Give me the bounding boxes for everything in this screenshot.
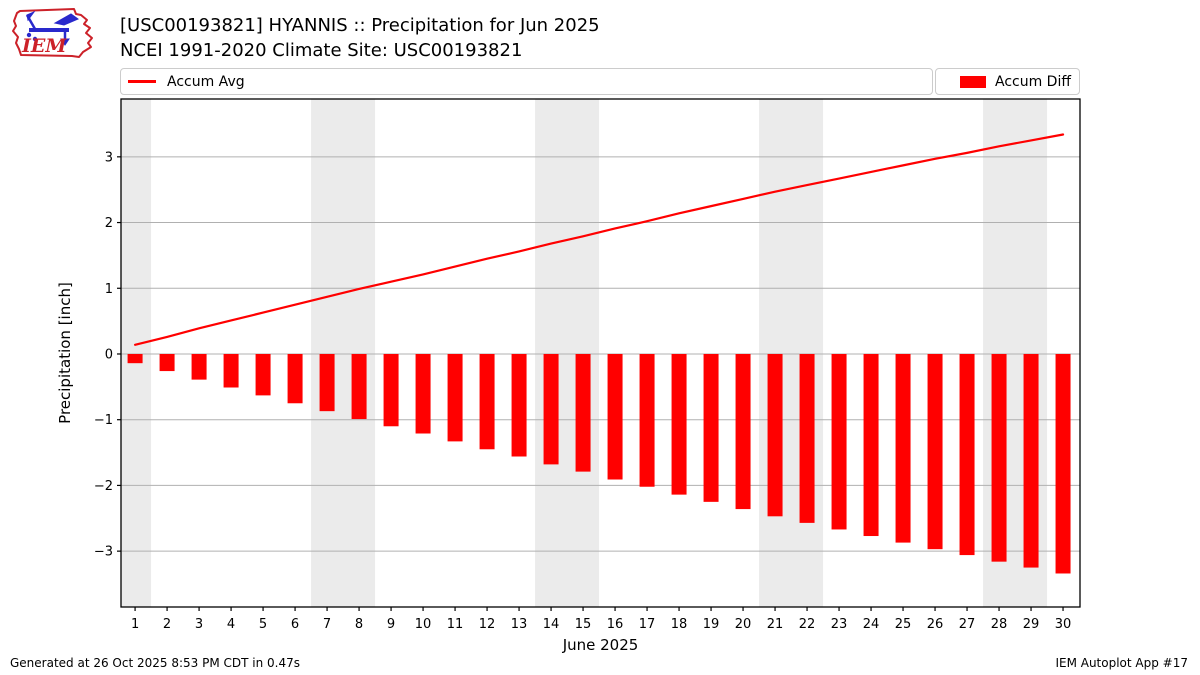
chart-subtitle: NCEI 1991-2020 Climate Site: USC00193821 (120, 40, 523, 61)
accum-diff-bar (607, 353, 623, 480)
x-axis-label: June 2025 (562, 636, 639, 654)
x-tick-label: 7 (323, 617, 331, 632)
accum-avg-line-swatch (128, 80, 156, 83)
x-tick-label: 12 (479, 617, 496, 632)
weekend-band (759, 99, 824, 607)
x-tick-label: 16 (607, 617, 624, 632)
x-tick-label: 13 (511, 617, 528, 632)
accum-diff-bar (799, 353, 815, 523)
accum-diff-bar (991, 353, 1007, 562)
accum-diff-bar (767, 353, 783, 517)
x-tick-label: 21 (767, 617, 784, 632)
accum-diff-bar (1055, 353, 1071, 574)
x-tick-label: 5 (259, 617, 267, 632)
accum-diff-bar (895, 353, 911, 543)
accum-avg-legend-label: Accum Avg (167, 73, 245, 90)
x-tick-label: 10 (415, 617, 432, 632)
y-tick-label: −1 (94, 413, 113, 428)
y-tick-label: 3 (105, 150, 113, 165)
chart-title-block: [USC00193821] HYANNIS :: Precipitation f… (120, 13, 600, 63)
x-tick-label: 28 (991, 617, 1008, 632)
x-tick-label: 4 (227, 617, 235, 632)
accum-diff-bar (639, 353, 655, 487)
x-tick-label: 18 (671, 617, 688, 632)
x-tick-label: 8 (355, 617, 363, 632)
x-tick-label: 27 (959, 617, 976, 632)
accum-diff-bar (191, 353, 207, 380)
accum-diff-bar (383, 353, 399, 427)
accum-diff-bar (255, 353, 271, 396)
x-tick-label: 22 (799, 617, 816, 632)
chart-title: [USC00193821] HYANNIS :: Precipitation f… (120, 15, 600, 36)
accum-diff-bar (703, 353, 719, 502)
x-tick-label: 2 (163, 617, 171, 632)
accum-diff-bar (543, 353, 559, 465)
accum-diff-bar (671, 353, 687, 495)
x-tick-label: 25 (895, 617, 912, 632)
plot-border (120, 98, 1081, 608)
x-tick-label: 19 (703, 617, 720, 632)
accum-diff-bar (575, 353, 591, 472)
accum-diff-bar (415, 353, 431, 434)
accum-diff-bar (127, 353, 143, 364)
x-tick-label: 29 (1023, 617, 1040, 632)
x-tick-label: 9 (387, 617, 395, 632)
x-tick-label: 30 (1055, 617, 1072, 632)
legend-accum-avg: Accum Avg (120, 68, 933, 95)
accum-diff-bar (959, 353, 975, 556)
accum-avg-line (133, 133, 1065, 346)
y-tick-label: −2 (94, 479, 113, 494)
accum-diff-bar (351, 353, 367, 420)
y-tick-label: 1 (105, 282, 113, 297)
x-tick-label: 26 (927, 617, 944, 632)
x-tick-label: 20 (735, 617, 752, 632)
accum-diff-bar-swatch (960, 75, 986, 88)
accum-diff-bar (159, 353, 175, 372)
accum-diff-bar (863, 353, 879, 537)
x-tick-label: 23 (831, 617, 848, 632)
accum-diff-bar (479, 353, 495, 450)
accum-diff-bar (927, 353, 943, 550)
accum-diff-bar (831, 353, 847, 530)
y-tick-label: 2 (105, 216, 113, 231)
accum-diff-legend-label: Accum Diff (995, 73, 1072, 90)
weekend-band (311, 99, 376, 607)
x-tick-label: 1 (131, 617, 139, 632)
x-tick-label: 11 (447, 617, 464, 632)
app-credit: IEM Autoplot App #17 (1055, 656, 1188, 670)
accum-diff-bar (287, 353, 303, 404)
x-tick-label: 3 (195, 617, 203, 632)
x-tick-label: 17 (639, 617, 656, 632)
accum-diff-bar (319, 353, 335, 412)
weekend-band (535, 99, 600, 607)
accum-diff-bar (223, 353, 239, 388)
x-tick-label: 24 (863, 617, 880, 632)
generated-timestamp: Generated at 26 Oct 2025 8:53 PM CDT in … (10, 656, 301, 670)
x-tick-label: 15 (575, 617, 592, 632)
accum-diff-bar (511, 353, 527, 457)
iem-logo-text: IEM (21, 35, 67, 57)
weather-vane-icon (25, 10, 80, 46)
y-axis-label: Precipitation [inch] (56, 282, 74, 424)
y-tick-label: −3 (94, 545, 113, 560)
iem-logo: IEM (8, 6, 108, 62)
accum-diff-bar (447, 353, 463, 442)
weekend-band (121, 99, 152, 607)
accum-diff-bar (1023, 353, 1039, 568)
legend-accum-diff: Accum Diff (935, 68, 1080, 95)
iem-logo-art: IEM (12, 8, 93, 58)
accum-diff-bar (735, 353, 751, 510)
x-tick-label: 6 (291, 617, 299, 632)
x-tick-label: 14 (543, 617, 560, 632)
y-tick-label: 0 (105, 347, 113, 362)
